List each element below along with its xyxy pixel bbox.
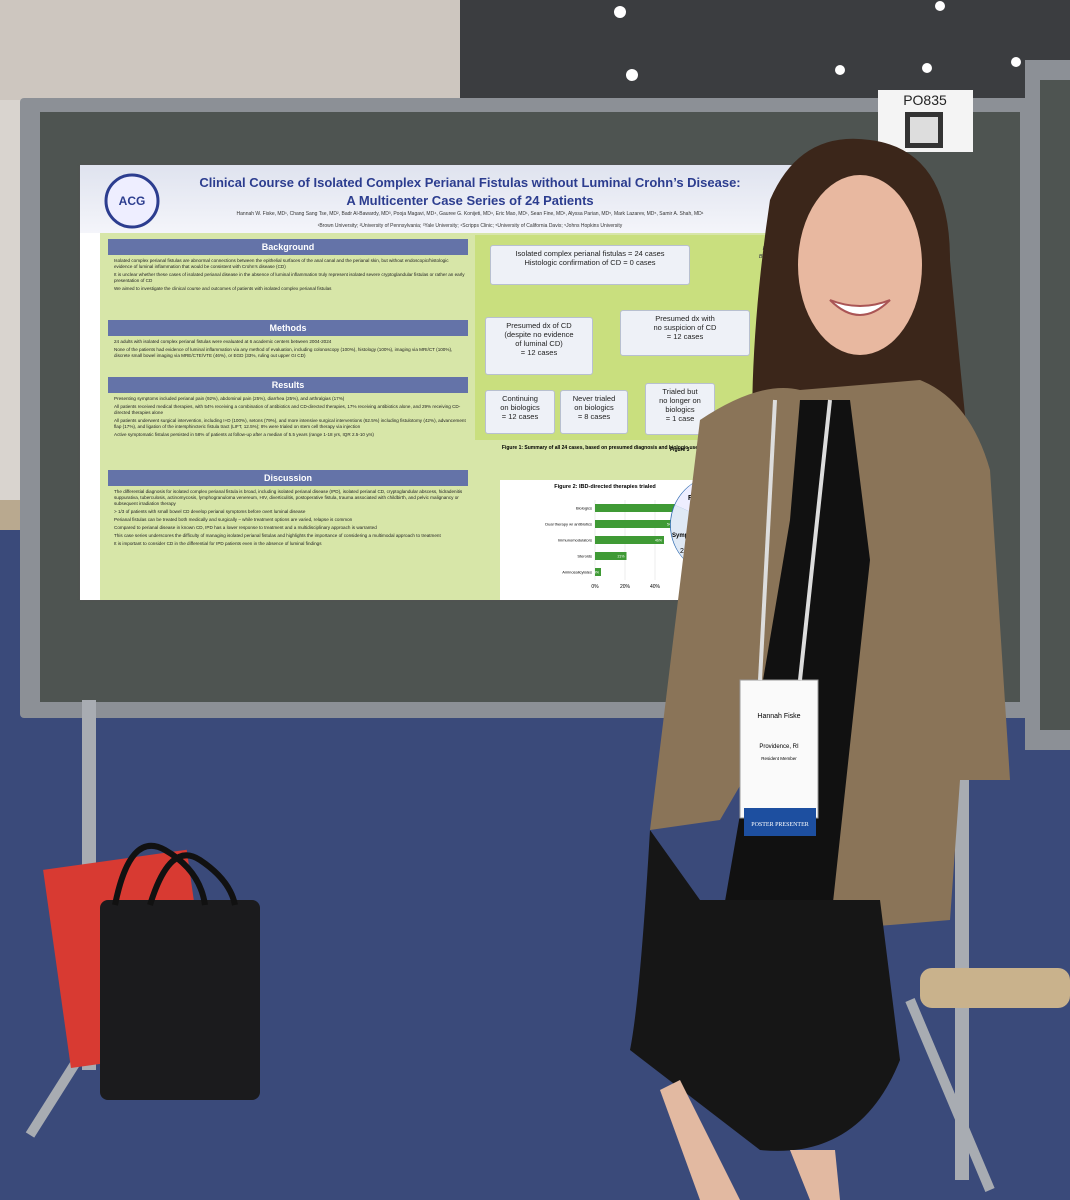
section-body: The differential diagnosis for isolated … <box>108 489 468 549</box>
section-heading: Discussion <box>108 470 468 486</box>
y-tick-label: Dual therapy w/ antibiotics <box>545 522 592 527</box>
bullet: > 1/3 of patients with small bowel CD de… <box>114 509 306 514</box>
flow-box: Presumed dx with no suspicion of CD = 12… <box>620 310 750 356</box>
section-body: Isolated complex perianal fistulas are a… <box>108 258 468 294</box>
contact-line: Contact <box>801 238 820 244</box>
bullet: It is important to consider CD in the di… <box>114 541 322 546</box>
figure1-caption: Figure 1: Summary of all 24 cases, based… <box>501 445 699 451</box>
section-heading: Background <box>108 239 468 255</box>
affiliations: ¹Brown University; ²University of Pennsy… <box>317 223 623 229</box>
logo-text: ACG <box>119 194 146 208</box>
bullet: 24 adults with isolated complex perianal… <box>114 339 332 344</box>
bar <box>595 536 664 544</box>
authors: Hannah W. Fiske, MD¹, Chang Sang Tse, MD… <box>236 211 704 217</box>
bullet: Presenting symptoms included perianal pa… <box>114 396 345 401</box>
y-tick-label: Aminosalicylates <box>562 570 592 575</box>
bar <box>595 504 696 512</box>
bullet: We aimed to investigate the clinical cou… <box>114 286 332 291</box>
section-body: Presenting symptoms included perianal pa… <box>108 396 468 440</box>
value-label: 21% <box>617 555 624 559</box>
poster-header <box>80 165 820 233</box>
pie-label: Sympto remissi <box>672 533 717 539</box>
poster-title: Clinical Course of Isolated Complex Peri… <box>199 175 741 190</box>
x-tick-label: 0% <box>591 584 599 590</box>
poster-subtitle: A Multicenter Case Series of 24 Patients <box>346 193 594 208</box>
sections: Background Isolated complex perianal fist… <box>80 165 480 600</box>
contact-line: Email: hannahwfiske <box>769 262 820 268</box>
bullet: It is unclear whether these cases of iso… <box>114 272 465 283</box>
contact-line: Twitter: @Hann <box>782 270 820 276</box>
bar <box>595 520 676 528</box>
pie-label: 21% <box>680 548 694 555</box>
section-heading: Methods <box>108 320 468 336</box>
bullet: Isolated complex perianal fistulas are a… <box>114 258 449 269</box>
bullet: The differential diagnosis for isolated … <box>114 489 463 506</box>
flow-box: Continuing on biologics = 12 cases <box>485 390 555 434</box>
figure3: F Sympto remissi 21% <box>670 475 730 575</box>
flow-box: Isolated complex perianal fistulas = 24 … <box>490 245 690 285</box>
flow-box: Trialed but no longer on biologics = 1 c… <box>645 383 715 435</box>
poster: ACG Clinical Course of Isolated Complex … <box>80 165 820 600</box>
bullet: None of the patients had evidence of lum… <box>114 347 453 358</box>
bullet: All patients received medical therapies,… <box>114 404 461 415</box>
contact-line: Brown University Internal <box>758 254 820 260</box>
bullet: All patients underwent surgical interven… <box>114 418 466 429</box>
section-body: 24 adults with isolated complex perianal… <box>108 339 468 361</box>
value-label: 4% <box>594 571 599 575</box>
board-number: PO835 <box>903 92 947 108</box>
bullet: Perianal fistulas can be treated both me… <box>114 517 353 522</box>
x-tick-label: 40% <box>650 584 661 590</box>
figure3-caption: Figure 3 <box>670 447 690 453</box>
contact: Contact Hannah Winthrop Fiske Brown Univer… <box>725 237 820 277</box>
flow-box: Never trialed on biologics = 8 cases <box>560 390 628 434</box>
section-heading: Results <box>108 377 468 393</box>
bullet: Compared to perianal disease in known CD… <box>114 525 377 530</box>
bullet: Active symptomatic fistulas persisted in… <box>114 432 374 437</box>
x-tick-label: 20% <box>620 584 631 590</box>
flow-box: Presumed dx of CD (despite no evidence o… <box>485 317 593 375</box>
bar <box>595 568 601 576</box>
pie-label: F <box>688 495 693 502</box>
contact-line: Hannah Winthrop Fiske <box>762 246 820 252</box>
bar <box>595 552 627 560</box>
logo: ACG <box>104 173 160 229</box>
bullet: This case series underscores the difficu… <box>114 533 441 538</box>
y-tick-label: Biologics <box>576 506 592 511</box>
y-tick-label: Steroids <box>577 554 592 559</box>
figure-title: Figure 2: IBD-directed therapies trialed <box>554 484 655 490</box>
y-tick-label: Immunomodulators <box>558 538 592 543</box>
